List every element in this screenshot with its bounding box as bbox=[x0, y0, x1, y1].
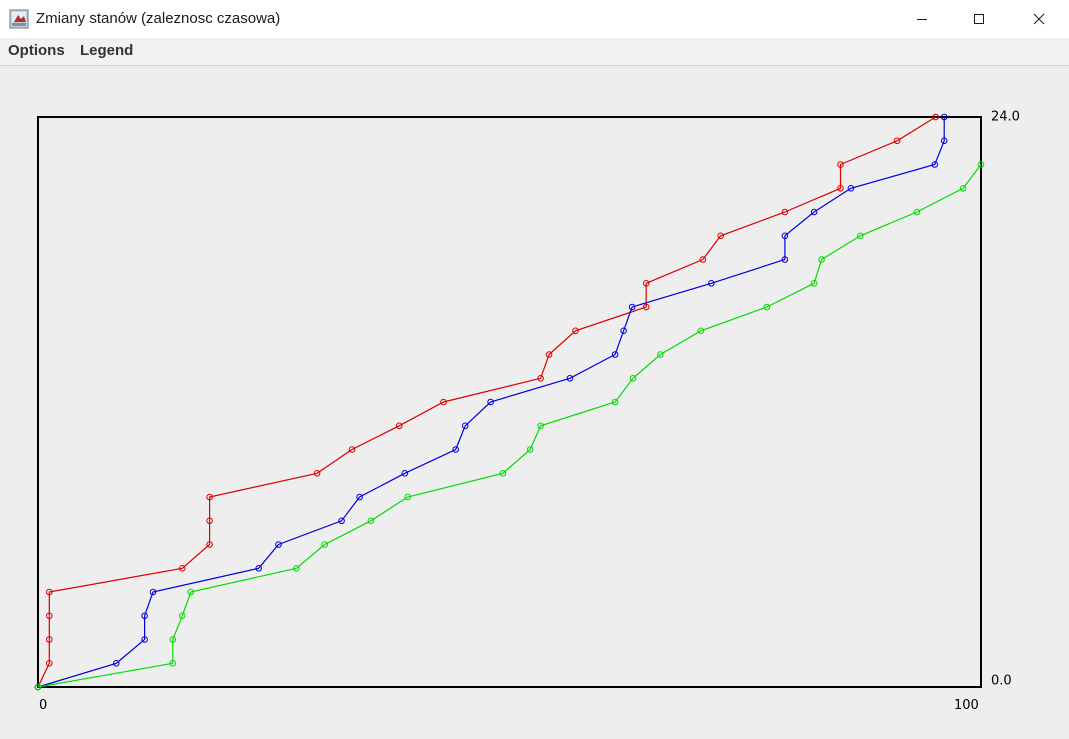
series-1-point-2 bbox=[46, 660, 53, 667]
series-3-point-21 bbox=[913, 208, 921, 216]
series-3-point-12 bbox=[537, 422, 544, 430]
series-2-point-19 bbox=[781, 256, 789, 263]
series-3 bbox=[34, 161, 985, 691]
minimize-icon bbox=[917, 19, 927, 20]
series-1-point-16 bbox=[572, 327, 579, 335]
series-1-point-20 bbox=[717, 232, 725, 240]
series-layer bbox=[34, 113, 985, 691]
series-1-point-14 bbox=[537, 375, 544, 382]
series-3-point-18 bbox=[810, 280, 818, 287]
series-3-point-2 bbox=[169, 660, 177, 667]
series-1-point-6 bbox=[179, 565, 186, 572]
series-3-point-8 bbox=[367, 517, 375, 525]
series-2-point-13 bbox=[487, 398, 494, 406]
series-3-point-13 bbox=[611, 398, 619, 406]
series-2-point-3 bbox=[141, 636, 148, 643]
series-1-point-10 bbox=[313, 470, 321, 477]
menu-options[interactable]: Options bbox=[8, 42, 65, 59]
series-2-point-24 bbox=[940, 137, 948, 145]
window-title: Zmiany stanów (zaleznosc czasowa) bbox=[36, 10, 281, 27]
series-3-line bbox=[37, 164, 982, 688]
series-1-point-11 bbox=[348, 446, 356, 453]
series-3-point-11 bbox=[526, 446, 534, 453]
series-3-point-9 bbox=[404, 493, 412, 501]
series-2-point-15 bbox=[611, 351, 619, 358]
series-1-point-15 bbox=[545, 351, 553, 358]
series-2-line bbox=[37, 117, 945, 688]
maximize-button[interactable] bbox=[956, 0, 1002, 38]
maximize-icon bbox=[974, 14, 984, 24]
x-tick-label-max: 100 bbox=[954, 698, 979, 713]
series-1 bbox=[34, 113, 940, 691]
menu-bar: Options Legend bbox=[0, 38, 1069, 66]
plot-frame bbox=[37, 116, 982, 688]
series-1-point-3 bbox=[46, 636, 53, 643]
y-tick-label-max: 24.0 bbox=[991, 110, 1020, 125]
series-2-point-7 bbox=[275, 541, 282, 548]
series-2-point-25 bbox=[940, 113, 948, 121]
series-3-point-23 bbox=[977, 161, 985, 168]
series-3-point-17 bbox=[763, 303, 771, 311]
series-2-point-10 bbox=[401, 470, 409, 477]
close-button[interactable] bbox=[1016, 0, 1062, 38]
series-3-point-20 bbox=[857, 232, 864, 240]
series-3-point-22 bbox=[959, 185, 967, 192]
series-1-point-22 bbox=[837, 185, 844, 192]
state-changes-chart: 24.0 0.0 0 100 bbox=[34, 110, 1020, 713]
series-3-point-3 bbox=[169, 636, 177, 643]
series-2-point-9 bbox=[356, 493, 363, 501]
series-3-point-6 bbox=[293, 565, 300, 572]
series-1-point-19 bbox=[699, 256, 707, 263]
title-bar: Zmiany stanów (zaleznosc czasowa) bbox=[0, 0, 1069, 39]
series-3-point-10 bbox=[499, 470, 507, 477]
series-2-point-6 bbox=[255, 565, 263, 572]
series-3-point-15 bbox=[657, 351, 664, 358]
series-2-point-16 bbox=[620, 327, 627, 335]
series-3-point-14 bbox=[629, 375, 637, 382]
series-2-point-2 bbox=[113, 660, 120, 667]
series-2-point-18 bbox=[708, 280, 715, 287]
series-1-point-21 bbox=[781, 208, 789, 216]
minimize-button[interactable] bbox=[899, 0, 945, 38]
series-2-point-22 bbox=[847, 185, 855, 192]
series-1-point-23 bbox=[837, 161, 844, 168]
series-1-point-17 bbox=[642, 303, 650, 311]
series-1-point-12 bbox=[395, 422, 403, 430]
series-1-point-24 bbox=[893, 137, 901, 145]
series-3-point-16 bbox=[697, 327, 705, 335]
series-1-point-4 bbox=[46, 612, 53, 620]
series-1-point-8 bbox=[206, 517, 213, 525]
y-tick-label-min: 0.0 bbox=[991, 674, 1012, 689]
series-3-point-5 bbox=[187, 588, 195, 596]
series-2-point-21 bbox=[810, 208, 818, 216]
series-1-point-25 bbox=[932, 113, 940, 121]
close-icon bbox=[1033, 13, 1045, 25]
series-2-point-23 bbox=[931, 161, 939, 168]
series-3-point-7 bbox=[321, 541, 329, 548]
series-2-point-20 bbox=[781, 232, 789, 240]
series-1-point-5 bbox=[46, 588, 53, 596]
series-2-point-14 bbox=[566, 375, 574, 382]
series-1-point-7 bbox=[206, 541, 213, 548]
series-2 bbox=[34, 113, 948, 691]
series-3-point-4 bbox=[179, 612, 186, 620]
series-3-point-1 bbox=[34, 683, 42, 691]
series-2-point-4 bbox=[141, 612, 148, 620]
series-1-line bbox=[37, 116, 937, 688]
x-tick-label-min: 0 bbox=[39, 698, 47, 713]
series-3-point-19 bbox=[818, 256, 825, 263]
series-2-point-17 bbox=[628, 303, 636, 311]
java-app-icon bbox=[9, 9, 29, 29]
series-2-point-12 bbox=[461, 422, 469, 430]
series-1-point-9 bbox=[206, 493, 213, 501]
menu-legend[interactable]: Legend bbox=[80, 42, 134, 59]
series-1-point-18 bbox=[642, 280, 650, 287]
series-2-point-5 bbox=[149, 588, 157, 596]
series-2-point-11 bbox=[452, 446, 460, 453]
series-2-point-8 bbox=[338, 517, 345, 525]
series-1-point-13 bbox=[440, 398, 447, 406]
